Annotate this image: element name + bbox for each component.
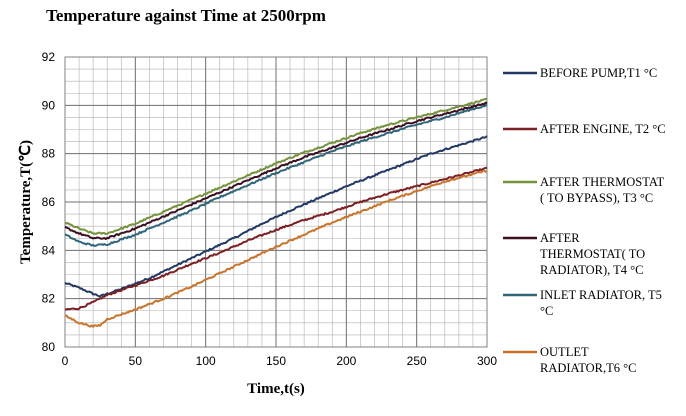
y-tick-labels: 80 82 84 86 88 90 92 [42, 50, 56, 354]
legend-label-5: °C [540, 304, 553, 318]
x-axis-label: Time,t(s) [247, 381, 305, 397]
legend-label-2: AFTER ENGINE, T2 °C [540, 122, 666, 136]
x-tick-labels: 0 50 100 150 200 250 300 [62, 354, 498, 368]
series-line-1 [64, 135, 488, 298]
x-tick-label: 50 [129, 354, 143, 368]
series-line-6 [64, 169, 488, 328]
legend-label-4: THERMOSTAT( TO [540, 247, 645, 261]
series-line-2 [64, 166, 488, 311]
x-tick-label: 0 [62, 354, 69, 368]
y-axis-label: Temperature,T(℃) [18, 140, 34, 264]
legend-label-6: OUTLET [540, 345, 589, 359]
y-tick-label: 90 [42, 98, 56, 112]
series-line-5 [64, 103, 488, 247]
legend-label-6: RADIATOR,T6 °C [540, 361, 636, 375]
x-tick-label: 250 [407, 354, 427, 368]
y-tick-label: 82 [42, 292, 56, 306]
x-tick-label: 100 [196, 354, 216, 368]
y-tick-label: 86 [42, 195, 56, 209]
series-line-3 [64, 97, 488, 236]
grid-major [64, 56, 488, 348]
legend-label-3: ( TO BYPASS), T3 °C [540, 191, 653, 205]
x-tick-label: 200 [336, 354, 356, 368]
legend-label-4: AFTER [540, 231, 580, 245]
y-tick-label: 84 [42, 243, 56, 257]
legend: BEFORE PUMP,T1 °C AFTER ENGINE, T2 °C AFTE… [503, 66, 666, 375]
series-line-4 [64, 101, 488, 241]
legend-label-5: INLET RADIATOR, T5 [540, 288, 662, 302]
series-layer [64, 97, 488, 328]
legend-label-1: BEFORE PUMP,T1 °C [540, 66, 657, 80]
y-tick-label: 88 [42, 147, 56, 161]
plot-area [64, 56, 488, 348]
y-tick-label: 80 [42, 340, 56, 354]
x-tick-label: 150 [266, 354, 286, 368]
x-tick-label: 300 [477, 354, 497, 368]
legend-label-3: AFTER THERMOSTAT [540, 175, 664, 189]
legend-label-4: RADIATOR), T4 °C [540, 263, 644, 277]
y-tick-label: 92 [42, 50, 56, 64]
chart-title: Temperature against Time at 2500rpm [46, 6, 326, 25]
